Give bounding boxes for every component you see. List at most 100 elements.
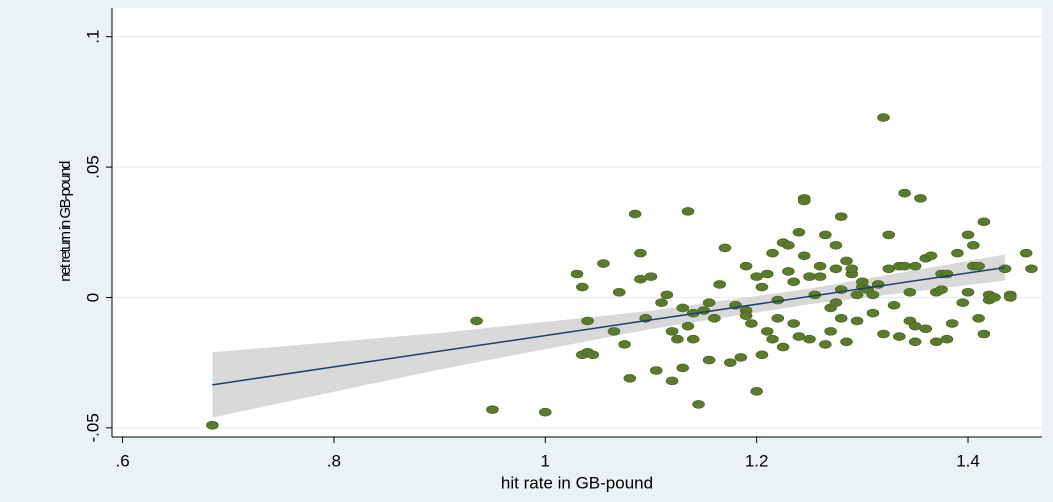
scatter-point	[718, 243, 732, 253]
scatter-point	[803, 334, 816, 344]
scatter-point	[681, 207, 695, 216]
scatter-point	[977, 217, 991, 227]
scatter-point	[930, 337, 943, 347]
scatter-point	[586, 350, 600, 360]
scatter-point	[739, 311, 753, 321]
scatter-point	[760, 269, 774, 279]
y-axis-label: net return in GB-pound	[57, 161, 74, 282]
scatter-point	[977, 329, 991, 339]
scatter-point	[708, 314, 721, 323]
scatter-point	[782, 267, 795, 276]
scatter-point	[834, 314, 848, 323]
scatter-point	[797, 196, 811, 206]
y-tick-label: .05	[83, 155, 102, 179]
scatter-point	[750, 387, 763, 396]
scatter-point	[745, 319, 758, 328]
scatter-point	[935, 285, 948, 294]
scatter-point	[792, 332, 806, 341]
scatter-point	[575, 282, 589, 292]
scatter-point	[702, 298, 716, 307]
scatter-point	[967, 241, 980, 250]
y-tick-label: 0	[83, 293, 102, 302]
scatter-point	[1003, 293, 1017, 302]
x-tick-label: 1.4	[956, 451, 980, 470]
scatter-point	[760, 327, 774, 336]
y-tick-label: -.05	[83, 413, 102, 442]
scatter-point	[782, 241, 795, 250]
scatter-point	[766, 248, 779, 258]
scatter-point	[813, 272, 827, 281]
scatter-point	[787, 277, 800, 287]
scatter-point	[739, 261, 753, 271]
scatter-point	[850, 316, 864, 326]
scatter-point	[893, 332, 906, 341]
scatter-point	[1019, 248, 1033, 258]
scatter-point	[676, 303, 689, 313]
scatter-point	[665, 327, 679, 336]
scatter-point	[813, 261, 827, 271]
scatter-point	[570, 269, 584, 279]
scatter-point	[607, 327, 621, 336]
scatter-point	[908, 321, 922, 331]
scatter-point	[618, 340, 631, 349]
scatter-point	[692, 400, 705, 409]
scatter-point	[803, 272, 816, 281]
scatter-point	[882, 230, 896, 240]
scatter-point	[750, 272, 763, 281]
scatter-point	[671, 334, 684, 344]
scatter-point	[877, 113, 890, 122]
scatter-point	[623, 374, 637, 383]
scatter-point	[919, 324, 933, 334]
scatter-point	[702, 355, 716, 365]
x-tick-label: .6	[115, 451, 129, 470]
scatter-point	[887, 301, 901, 310]
scatter-point	[634, 274, 647, 284]
scatter-point	[834, 212, 848, 221]
scatter-point	[787, 319, 800, 328]
scatter-point	[903, 287, 917, 297]
x-tick-label: 1.2	[745, 451, 769, 470]
scatter-point	[819, 340, 832, 349]
x-tick-label: 1	[541, 451, 550, 470]
scatter-point	[824, 327, 837, 336]
scatter-point	[961, 230, 975, 240]
scatter-point	[771, 314, 785, 323]
scatter-point	[819, 230, 832, 240]
scatter-point	[597, 259, 610, 268]
scatter-point	[755, 350, 769, 360]
scatter-point	[486, 405, 499, 414]
scatter-point	[612, 287, 626, 297]
scatter-point	[723, 358, 737, 367]
scatter-point	[829, 264, 843, 274]
scatter-point	[988, 293, 1001, 302]
scatter-point	[766, 334, 779, 344]
scatter-point	[776, 342, 790, 352]
scatter-point	[681, 321, 695, 331]
fit-line	[212, 266, 1006, 386]
scatter-point	[940, 334, 954, 344]
scatter-point	[898, 261, 911, 271]
scatter-point	[956, 298, 970, 307]
scatter-point	[634, 248, 647, 258]
scatter-point	[961, 287, 975, 297]
scatter-point	[538, 407, 552, 417]
scatter-point	[866, 308, 880, 318]
scatter-point	[877, 329, 890, 339]
scatter-point	[665, 376, 679, 386]
scatter-point	[829, 241, 843, 250]
scatter-point	[840, 256, 853, 266]
scatter-point	[792, 227, 806, 237]
scatter-point	[797, 251, 811, 261]
scatter-point	[628, 209, 642, 219]
scatter-point	[686, 334, 700, 344]
scatter-point	[660, 290, 674, 300]
scatter-point	[644, 272, 658, 281]
scatter-point	[866, 290, 880, 300]
scatter-point	[676, 363, 689, 373]
scatter-point	[655, 298, 668, 307]
scatter-point	[829, 298, 843, 307]
scatter-point	[914, 194, 927, 203]
scatter-point	[1025, 264, 1038, 274]
